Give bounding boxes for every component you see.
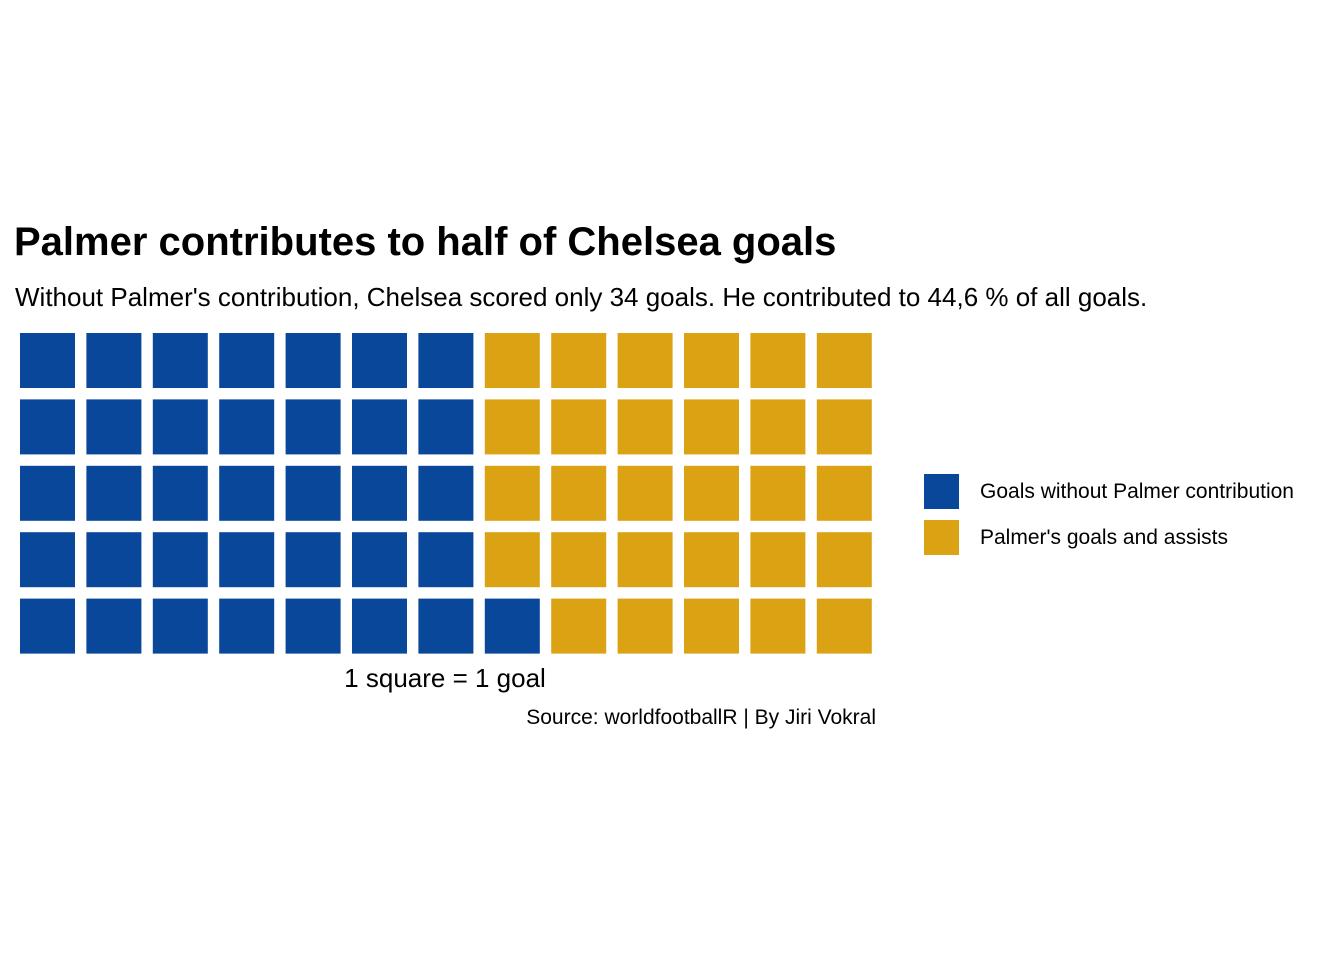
waffle-square-palmer (617, 333, 673, 388)
waffle-square-without-palmer (152, 465, 208, 521)
waffle-square-palmer (551, 532, 607, 588)
waffle-square-palmer (484, 333, 540, 388)
waffle-square-palmer (684, 532, 739, 588)
legend-label-without-palmer: Goals without Palmer contribution (980, 480, 1294, 503)
waffle-square-without-palmer (352, 333, 407, 388)
waffle-square-without-palmer (219, 333, 275, 388)
legend: Goals without Palmer contribution Palmer… (924, 474, 1294, 566)
waffle-square-without-palmer (20, 532, 75, 588)
waffle-square-without-palmer (152, 333, 208, 388)
waffle-square-palmer (684, 598, 739, 654)
waffle-square-palmer (750, 465, 806, 521)
waffle-square-without-palmer (352, 399, 407, 455)
waffle-square-without-palmer (86, 399, 142, 455)
waffle-square-without-palmer (152, 598, 208, 654)
waffle-square-palmer (816, 399, 872, 455)
waffle-square-without-palmer (285, 465, 341, 521)
waffle-square-palmer (816, 333, 872, 388)
waffle-square-without-palmer (152, 532, 208, 588)
waffle-square-without-palmer (352, 532, 407, 588)
waffle-square-palmer (816, 598, 872, 654)
waffle-square-without-palmer (20, 399, 75, 455)
waffle-grid (20, 333, 872, 654)
waffle-square-palmer (816, 532, 872, 588)
waffle-square-without-palmer (285, 598, 341, 654)
waffle-square-palmer (551, 399, 607, 455)
waffle-square-without-palmer (86, 465, 142, 521)
waffle-square-without-palmer (418, 399, 474, 455)
waffle-square-palmer (484, 399, 540, 455)
waffle-square-without-palmer (418, 598, 474, 654)
waffle-square-palmer (684, 465, 739, 521)
waffle-square-palmer (750, 598, 806, 654)
waffle-square-palmer (750, 399, 806, 455)
waffle-square-without-palmer (285, 399, 341, 455)
waffle-square-palmer (750, 532, 806, 588)
waffle-square-palmer (617, 465, 673, 521)
waffle-square-without-palmer (86, 532, 142, 588)
waffle-square-without-palmer (219, 532, 275, 588)
waffle-square-palmer (617, 598, 673, 654)
waffle-square-palmer (551, 598, 607, 654)
waffle-square-without-palmer (484, 598, 540, 654)
waffle-square-without-palmer (219, 399, 275, 455)
chart-subtitle: Without Palmer's contribution, Chelsea s… (15, 282, 1148, 312)
waffle-square-without-palmer (152, 399, 208, 455)
waffle-square-without-palmer (418, 465, 474, 521)
waffle-square-palmer (617, 399, 673, 455)
legend-swatch-without-palmer (924, 474, 959, 509)
waffle-square-palmer (816, 465, 872, 521)
chart-caption: Source: worldfootballR | By Jiri Vokral (526, 706, 876, 729)
waffle-square-palmer (484, 465, 540, 521)
legend-swatch-palmer (924, 520, 959, 555)
waffle-square-without-palmer (418, 333, 474, 388)
waffle-square-without-palmer (418, 532, 474, 588)
waffle-square-without-palmer (86, 598, 142, 654)
chart-title: Palmer contributes to half of Chelsea go… (14, 220, 837, 264)
waffle-square-palmer (684, 333, 739, 388)
waffle-square-palmer (750, 333, 806, 388)
waffle-square-without-palmer (86, 333, 142, 388)
waffle-square-without-palmer (20, 333, 75, 388)
waffle-square-palmer (484, 532, 540, 588)
legend-item-palmer: Palmer's goals and assists (924, 520, 1294, 555)
x-axis-label: 1 square = 1 goal (344, 663, 546, 693)
waffle-square-palmer (684, 399, 739, 455)
waffle-square-without-palmer (352, 598, 407, 654)
waffle-square-without-palmer (352, 465, 407, 521)
legend-label-palmer: Palmer's goals and assists (980, 526, 1228, 549)
waffle-square-without-palmer (285, 532, 341, 588)
waffle-square-palmer (551, 333, 607, 388)
waffle-square-without-palmer (20, 598, 75, 654)
waffle-square-without-palmer (285, 333, 341, 388)
waffle-square-without-palmer (219, 598, 275, 654)
legend-item-without-palmer: Goals without Palmer contribution (924, 474, 1294, 509)
waffle-square-without-palmer (20, 465, 75, 521)
waffle-square-palmer (551, 465, 607, 521)
waffle-square-without-palmer (219, 465, 275, 521)
waffle-square-palmer (617, 532, 673, 588)
